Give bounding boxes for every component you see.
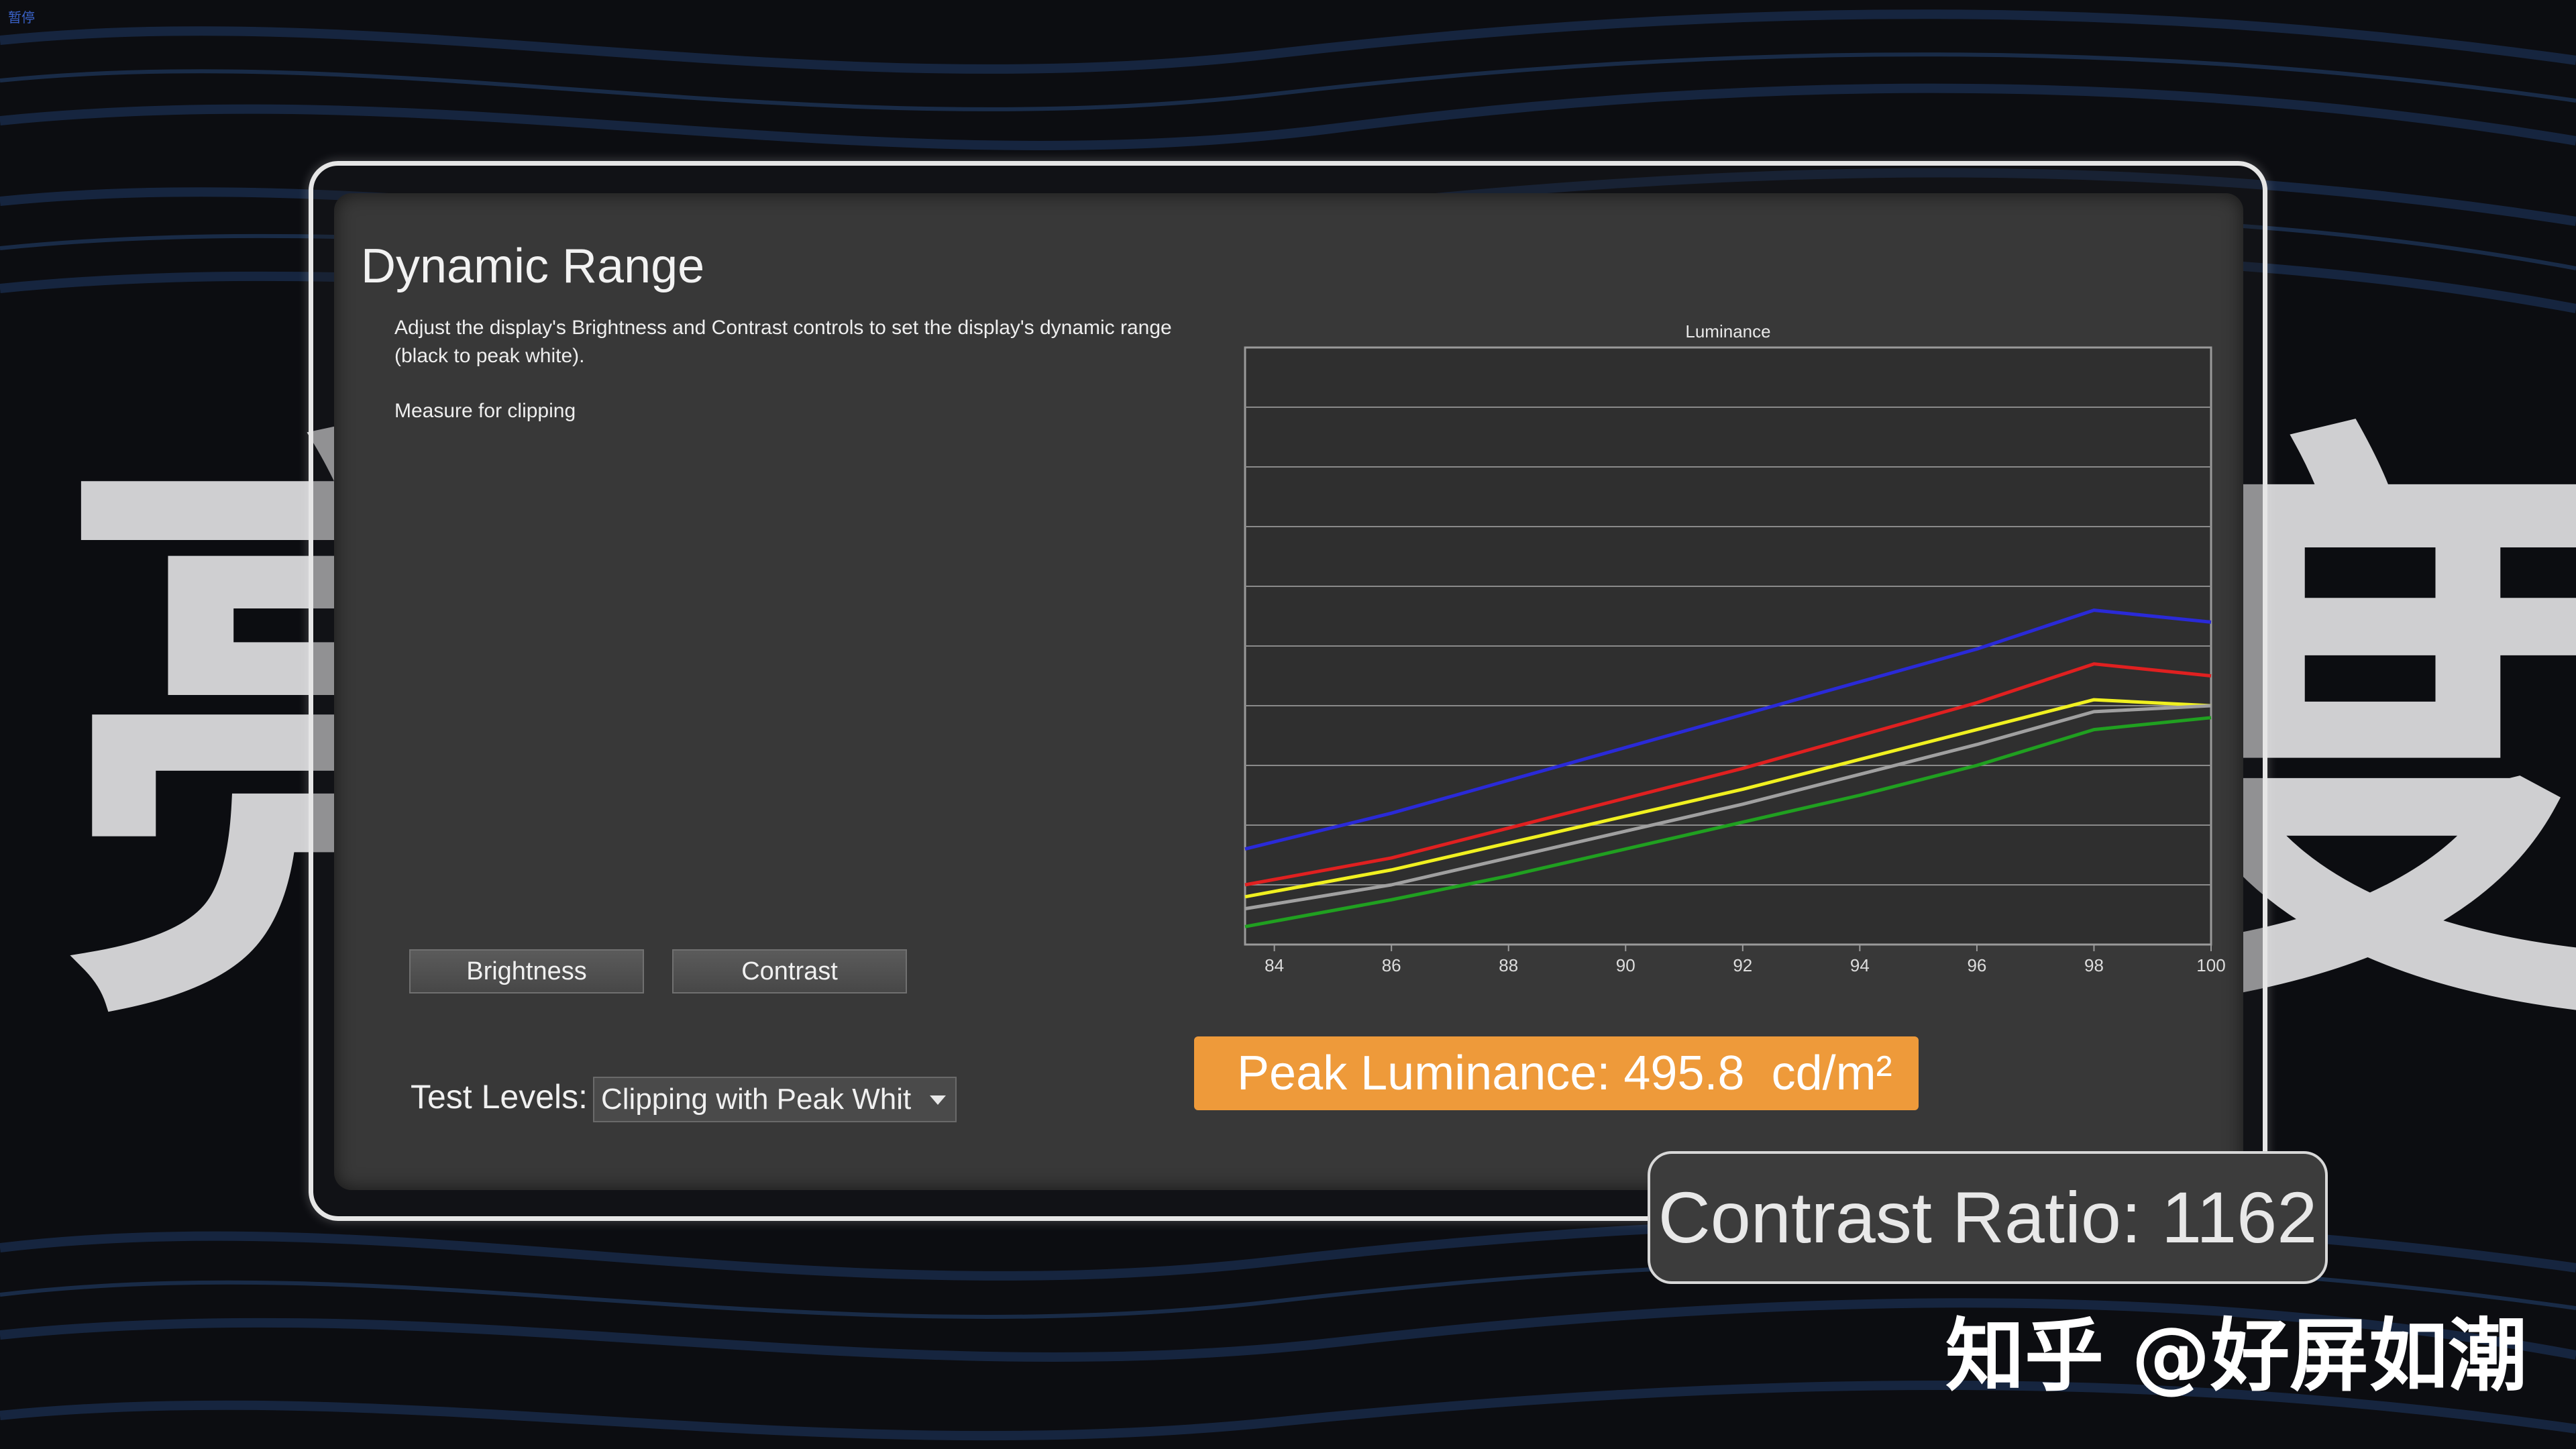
series-line-green (1244, 716, 2212, 928)
contrast-ratio-badge: Contrast Ratio: 1162 (1648, 1151, 2328, 1284)
x-tick-label: 90 (1616, 955, 1635, 975)
instructions-text: Adjust the display's Brightness and Cont… (394, 317, 1172, 367)
pause-label: 暂停 (8, 9, 35, 25)
series-line-gray (1244, 704, 2212, 911)
contrast-ratio-value: 1162 (2161, 1177, 2318, 1258)
x-tick-label: 84 (1265, 955, 1284, 975)
x-tick-label: 94 (1850, 955, 1870, 975)
peak-luminance-value: 495.8 (1623, 1046, 1745, 1100)
contrast-button[interactable]: Contrast (672, 949, 907, 994)
peak-luminance-unit: cd/m² (1771, 1046, 1892, 1100)
x-tick-label: 96 (1967, 955, 1986, 975)
x-tick-label: 88 (1499, 955, 1518, 975)
luminance-chart: Luminance 84 86 88 90 92 94 96 98 100 (1244, 321, 2226, 975)
series-lines (1244, 608, 2212, 928)
x-tick-label: 92 (1733, 955, 1752, 975)
page-title: Dynamic Range (361, 239, 705, 293)
measure-label: Measure for clipping (394, 400, 576, 422)
series-line-yellow (1244, 698, 2212, 899)
peak-luminance-label: Peak Luminance: (1237, 1046, 1611, 1100)
x-tick-label: 98 (2084, 955, 2104, 975)
peak-luminance-badge: Peak Luminance: 495.8 cd/m² (1194, 1036, 1919, 1110)
x-tick-label: 86 (1382, 955, 1401, 975)
test-levels-select[interactable]: Clipping with Peak Whit (593, 1077, 957, 1122)
zhihu-watermark: 知乎 @好屏如潮 (1945, 1309, 2528, 1402)
brightness-button[interactable]: Brightness (409, 949, 644, 994)
chart-title: Luminance (1685, 321, 1770, 341)
grid-lines (1245, 407, 2211, 885)
test-levels-value: Clipping with Peak Whit (601, 1083, 912, 1116)
x-axis-ticks: 84 86 88 90 92 94 96 98 100 (1265, 945, 2226, 975)
series-line-red (1244, 662, 2212, 887)
test-levels-label: Test Levels: (411, 1078, 588, 1116)
x-tick-label: 100 (2196, 955, 2225, 975)
series-line-blue (1244, 608, 2212, 851)
contrast-ratio-label: Contrast Ratio: (1658, 1177, 2142, 1258)
chevron-down-icon[interactable] (930, 1095, 946, 1105)
